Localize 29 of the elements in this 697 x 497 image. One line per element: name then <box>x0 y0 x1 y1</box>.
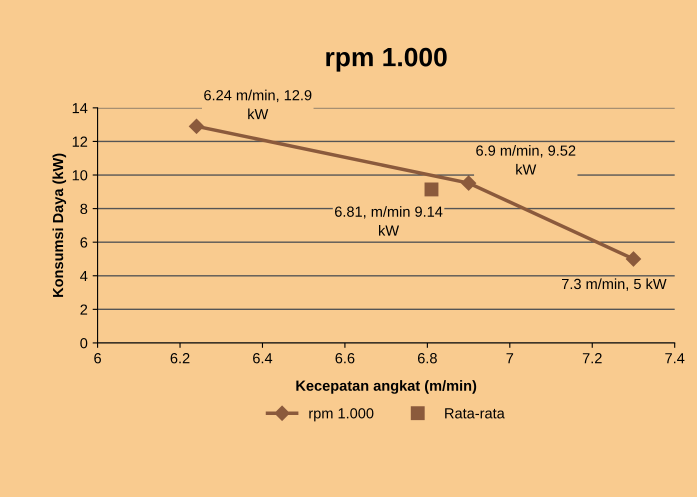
point <box>188 118 204 134</box>
y-tick-label: 10 <box>72 170 88 180</box>
point <box>424 182 438 196</box>
point <box>461 176 476 191</box>
x-tick-label: 7.2 <box>582 353 602 364</box>
x-tick-label: 6.4 <box>253 353 272 364</box>
legend-label: Rata-rata <box>445 408 505 418</box>
x-tick-label: 7 <box>506 353 514 364</box>
x-tick-label: 7.4 <box>665 353 684 364</box>
y-tick-label: 8 <box>80 204 88 214</box>
x-tick-label: 6.6 <box>336 353 354 364</box>
y-tick-label: 6 <box>80 237 88 248</box>
y-tick-label: 0 <box>80 338 88 348</box>
y-tick-label: 12 <box>72 136 88 147</box>
x-axis-title: Kecepatan angkat (m/min) <box>296 380 476 394</box>
x-tick-label: 6.2 <box>170 353 190 364</box>
data-label: 6.24 m/min, 12.9 kW <box>204 90 312 120</box>
chart-title: rpm 1.000 <box>326 48 447 72</box>
data-label: 6.81, m/min 9.14 kW <box>335 206 442 236</box>
legend-label: rpm 1.000 <box>309 408 374 422</box>
y-axis-title: Konsumsi Daya (kW) <box>52 154 66 297</box>
x-tick-label: 6.8 <box>418 353 437 364</box>
y-tick-label: 14 <box>72 103 88 114</box>
y-tick-label: 2 <box>80 304 88 315</box>
data-label: 6.9 m/min, 9.52 kW <box>476 145 576 174</box>
y-tick-label: 4 <box>80 271 88 282</box>
x-tick-label: 6 <box>94 353 101 364</box>
point <box>626 251 642 267</box>
data-label: 7.3 m/min, 5 kW <box>562 278 667 291</box>
